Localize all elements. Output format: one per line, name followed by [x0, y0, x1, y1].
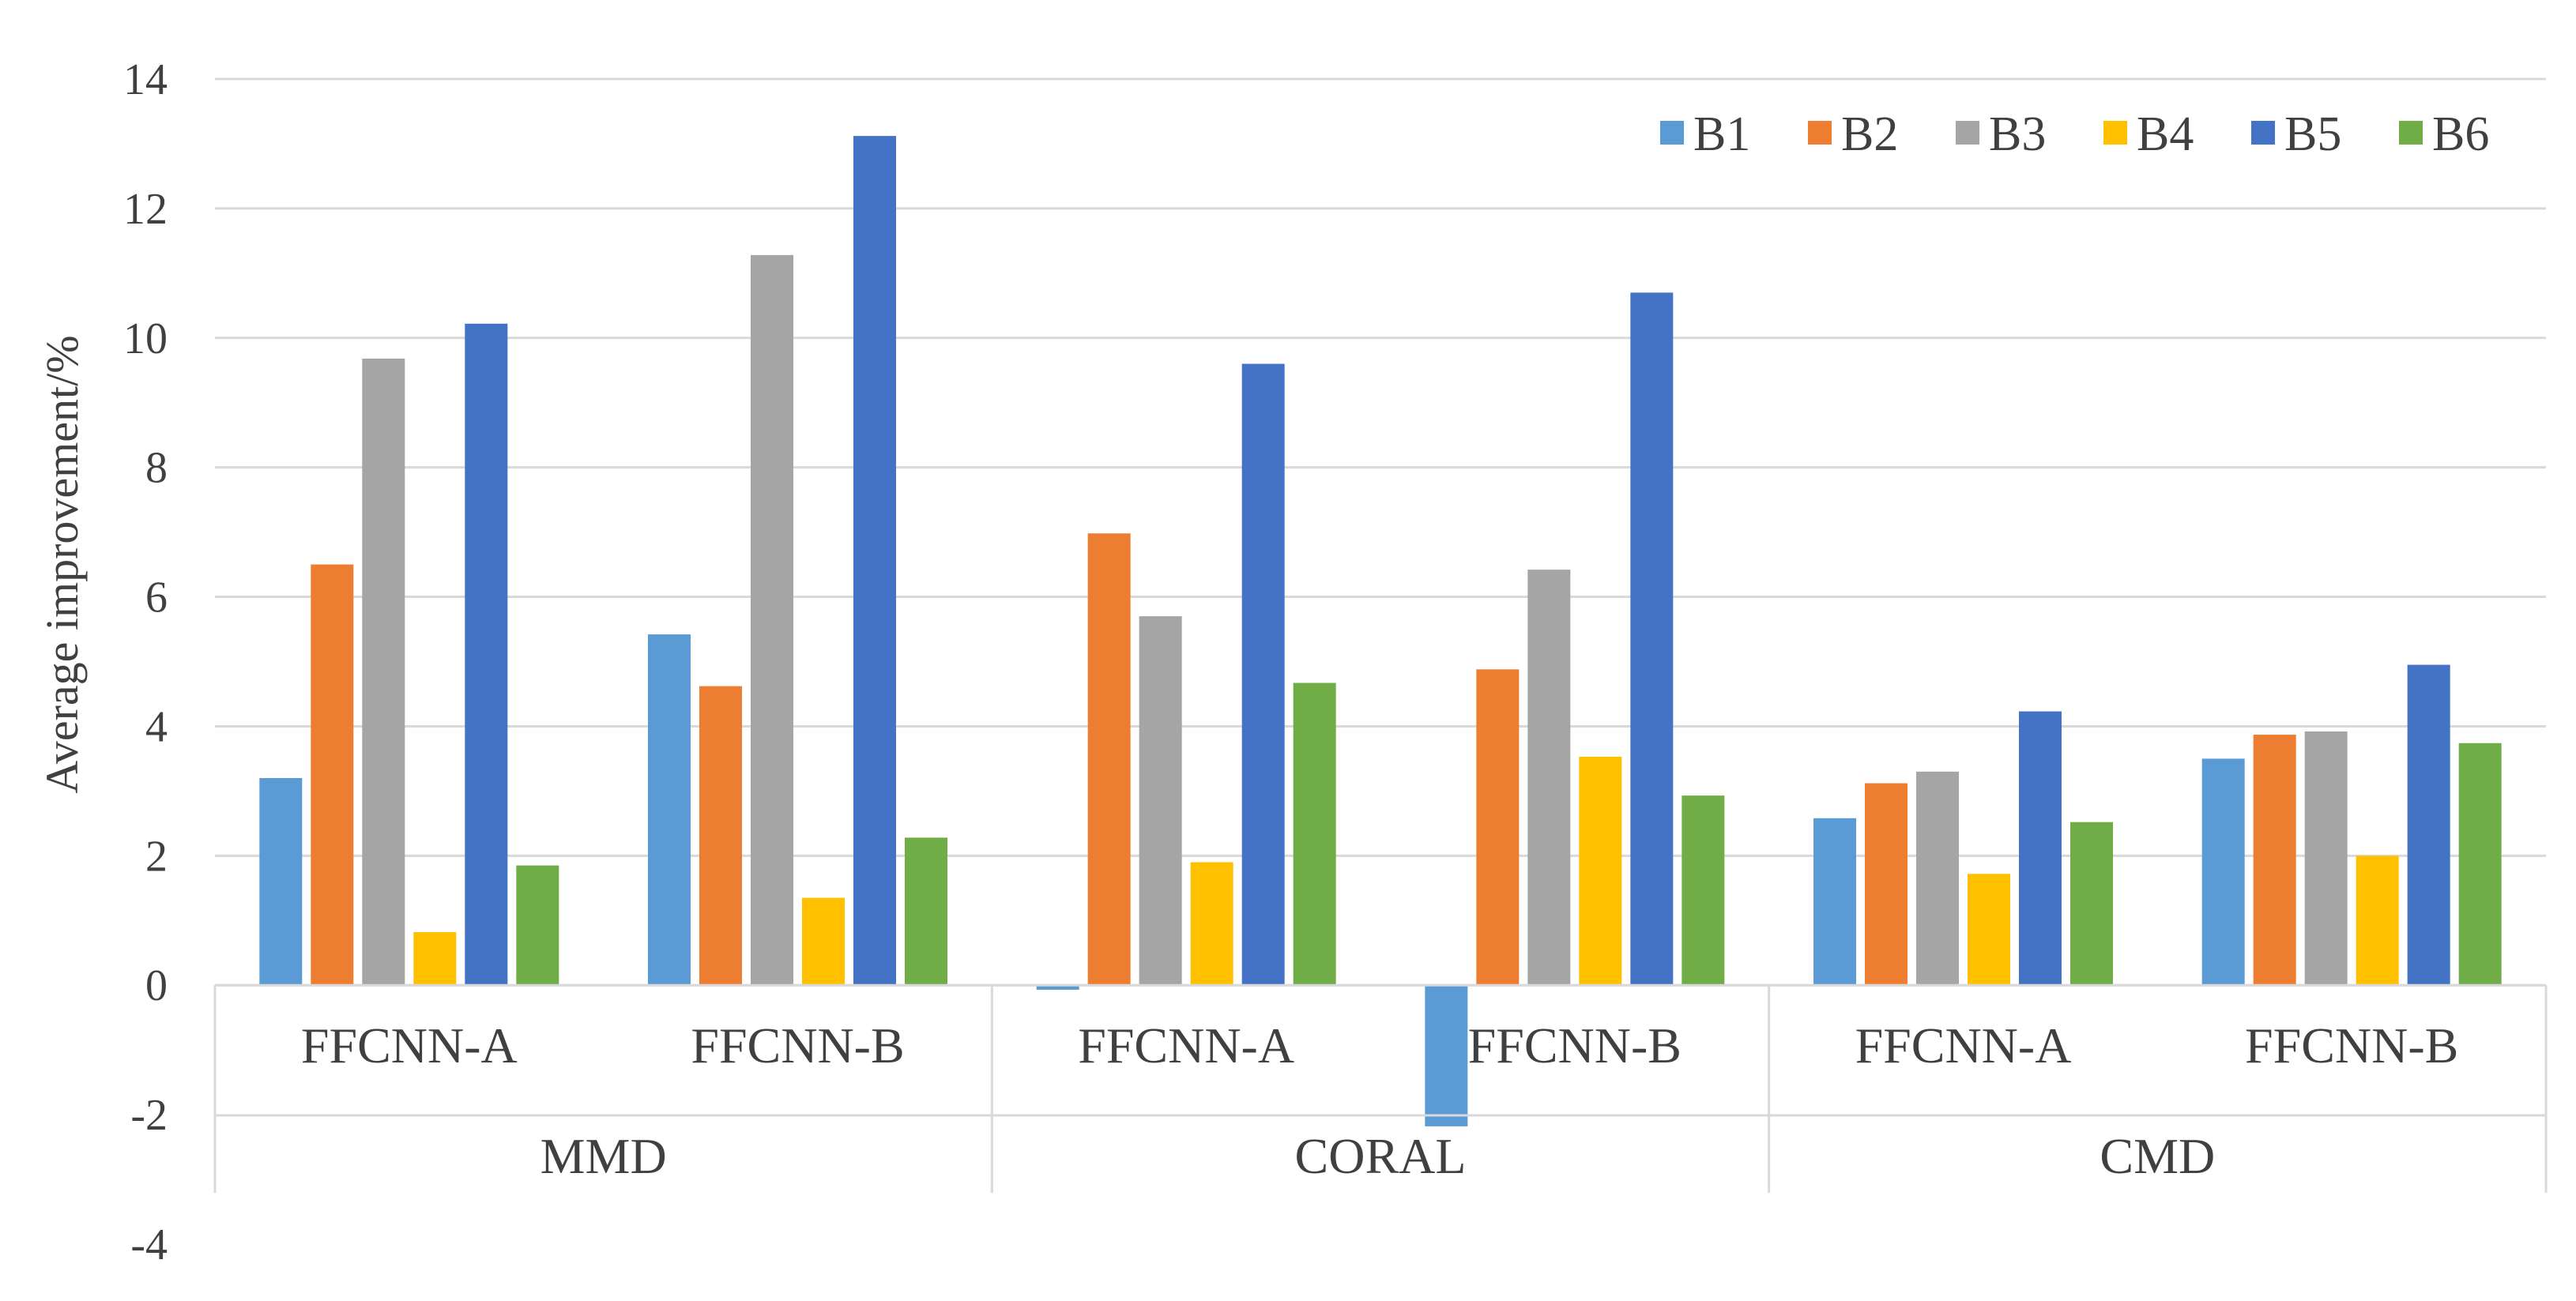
y-axis-title: Average improvement/% — [36, 335, 88, 793]
legend-label-b4: B4 — [2137, 107, 2194, 161]
y-tick-label: 8 — [145, 444, 168, 493]
bar-b4-1 — [413, 932, 457, 986]
category-label: FFCNN-A — [1078, 1017, 1294, 1074]
bar-b5-2 — [853, 136, 896, 986]
legend-label-b2: B2 — [1841, 107, 1898, 161]
y-tick-label: 4 — [145, 702, 168, 751]
bar-b2-1 — [311, 564, 354, 986]
legend-swatch-b2 — [1808, 121, 1832, 145]
bar-b1-6 — [2201, 758, 2245, 986]
bar-b5-5 — [2019, 711, 2062, 986]
bar-b5-3 — [1241, 363, 1285, 986]
bar-b3-2 — [751, 254, 793, 986]
bar-b2-6 — [2253, 735, 2296, 986]
bar-b6-1 — [516, 865, 559, 986]
bar-b3-4 — [1527, 570, 1571, 986]
bar-b5-1 — [465, 323, 508, 986]
category-label: FFCNN-B — [2245, 1017, 2458, 1074]
legend-swatch-b4 — [2103, 121, 2127, 145]
bar-b2-2 — [699, 686, 742, 986]
bar-b5-6 — [2407, 664, 2450, 986]
legend-label-b5: B5 — [2284, 107, 2341, 161]
legend-label-b1: B1 — [1693, 107, 1750, 161]
category-label: FFCNN-B — [691, 1017, 904, 1074]
group-label-mmd: MMD — [540, 1128, 667, 1184]
bar-b1-2 — [648, 634, 691, 986]
y-tick-label: -2 — [130, 1091, 168, 1140]
group-label-coral: CORAL — [1295, 1128, 1467, 1184]
y-tick-label: 6 — [145, 573, 168, 622]
bar-b6-4 — [1682, 795, 1725, 986]
bar-b4-4 — [1579, 756, 1622, 986]
bar-b4-5 — [1968, 874, 2010, 986]
bar-b4-6 — [2356, 855, 2399, 986]
legend-swatch-b3 — [1956, 121, 1979, 145]
bar-b3-3 — [1139, 616, 1182, 986]
bar-b4-2 — [802, 897, 845, 986]
bar-b2-5 — [1865, 783, 1908, 986]
bar-b3-1 — [362, 359, 405, 986]
bar-b4-3 — [1190, 862, 1233, 986]
bar-b6-5 — [2070, 822, 2113, 986]
gridlines — [215, 77, 2546, 987]
group-label-cmd: CMD — [2100, 1128, 2215, 1184]
bars — [259, 136, 2502, 1126]
y-tick-label: 14 — [123, 55, 168, 104]
bar-b2-3 — [1087, 533, 1131, 986]
bar-b1-1 — [259, 778, 303, 986]
bar-b1-3 — [1036, 985, 1079, 990]
legend-label-b6: B6 — [2432, 107, 2489, 161]
legend-label-b3: B3 — [1989, 107, 2046, 161]
category-label: FFCNN-A — [1855, 1017, 2072, 1074]
category-label: FFCNN-A — [301, 1017, 518, 1074]
bar-b1-4 — [1425, 985, 1468, 1126]
y-tick-label: 12 — [123, 185, 168, 234]
category-label: FFCNN-B — [1468, 1017, 1682, 1074]
y-tick-label: 2 — [145, 832, 168, 881]
legend-swatch-b1 — [1660, 121, 1684, 145]
axes: -4 -2 0 2 4 6 8 10 12 14 Average improvement/% FFCN… — [36, 55, 2548, 1269]
bar-b6-2 — [905, 837, 947, 986]
y-tick-label: 0 — [145, 961, 168, 1010]
legend-swatch-b5 — [2251, 121, 2275, 145]
y-tick-label: -4 — [130, 1220, 168, 1269]
y-tick-label: 10 — [123, 314, 168, 363]
bar-b3-5 — [1916, 771, 1959, 986]
bar-b6-6 — [2458, 743, 2502, 986]
bar-b5-4 — [1630, 292, 1674, 986]
legend: B1 B2 B3 B4 B5 B6 — [1660, 107, 2489, 161]
bar-b2-4 — [1476, 669, 1520, 986]
bar-b1-5 — [1813, 818, 1856, 986]
legend-swatch-b6 — [2399, 121, 2423, 145]
bar-b3-6 — [2304, 731, 2348, 986]
bar-b6-3 — [1293, 682, 1336, 986]
